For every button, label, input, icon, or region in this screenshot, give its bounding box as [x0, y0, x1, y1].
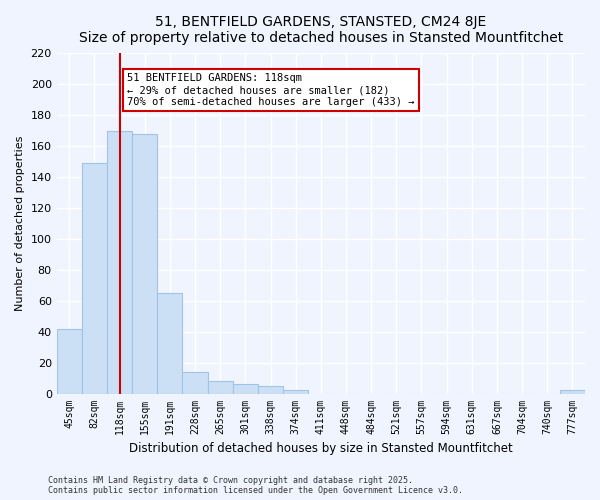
Bar [182, 372, 208, 394]
Title: 51, BENTFIELD GARDENS, STANSTED, CM24 8JE
Size of property relative to detached : 51, BENTFIELD GARDENS, STANSTED, CM24 8J… [79, 15, 563, 45]
Bar [82, 163, 107, 394]
Text: 51 BENTFIELD GARDENS: 118sqm
← 29% of detached houses are smaller (182)
70% of s: 51 BENTFIELD GARDENS: 118sqm ← 29% of de… [127, 74, 415, 106]
Bar [283, 390, 308, 394]
Text: Contains HM Land Registry data © Crown copyright and database right 2025.
Contai: Contains HM Land Registry data © Crown c… [48, 476, 463, 495]
Bar [258, 386, 283, 394]
Bar [56, 328, 82, 394]
Bar [560, 390, 585, 394]
Bar [107, 130, 132, 394]
Bar [132, 134, 157, 394]
Bar [233, 384, 258, 394]
Bar [157, 293, 182, 394]
Bar [208, 381, 233, 394]
X-axis label: Distribution of detached houses by size in Stansted Mountfitchet: Distribution of detached houses by size … [129, 442, 513, 455]
Y-axis label: Number of detached properties: Number of detached properties [15, 136, 25, 311]
